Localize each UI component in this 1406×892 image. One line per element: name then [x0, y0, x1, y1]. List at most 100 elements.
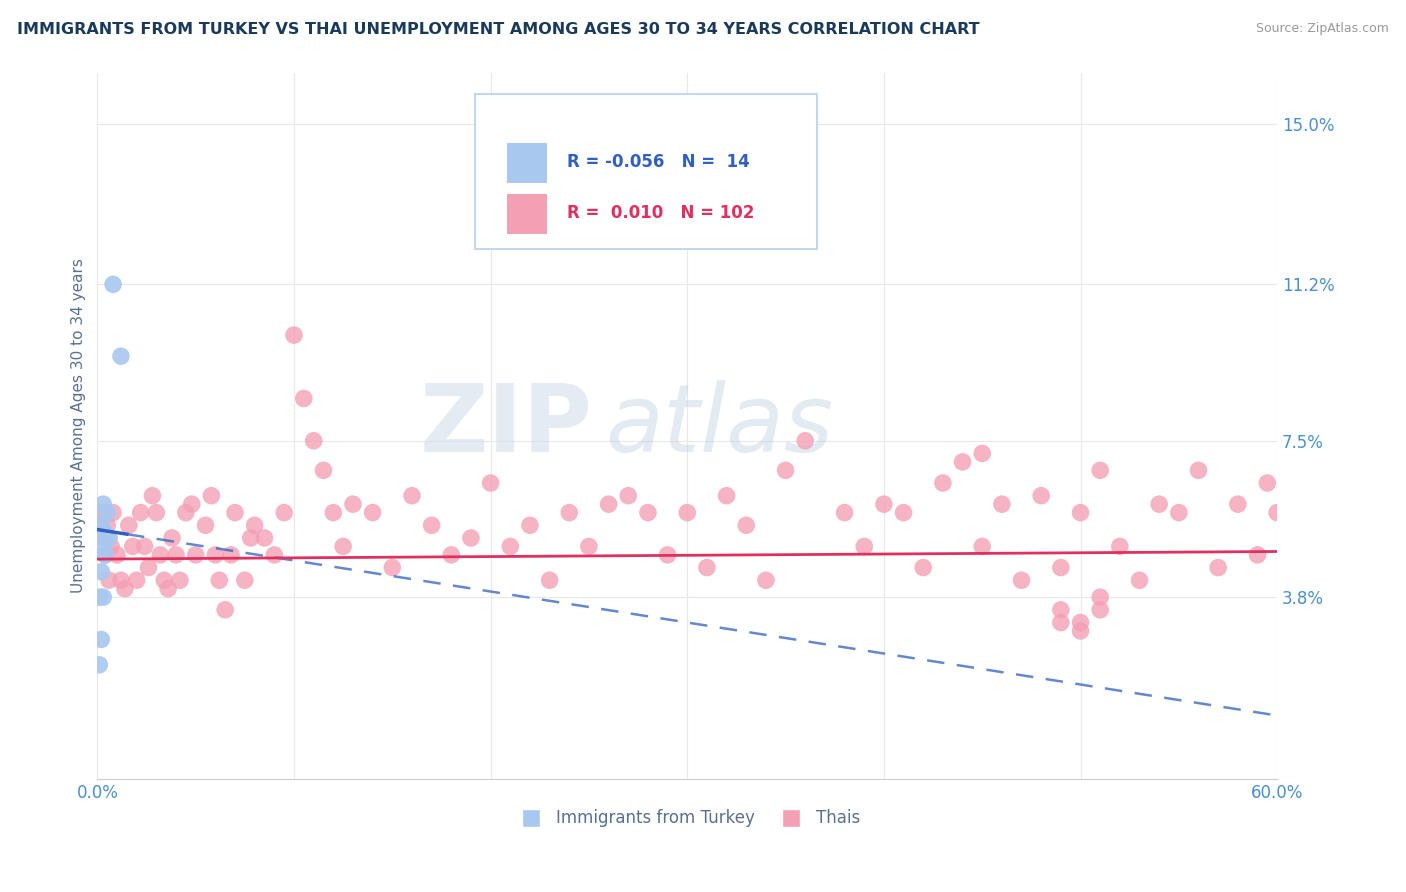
Text: IMMIGRANTS FROM TURKEY VS THAI UNEMPLOYMENT AMONG AGES 30 TO 34 YEARS CORRELATIO: IMMIGRANTS FROM TURKEY VS THAI UNEMPLOYM…: [17, 22, 980, 37]
Point: [129, 506, 152, 520]
Point: [1070, 615, 1092, 630]
Point: [1128, 573, 1150, 587]
Point: [322, 506, 344, 520]
Point: [696, 560, 718, 574]
Point: [165, 548, 187, 562]
Point: [952, 455, 974, 469]
Point: [1050, 560, 1073, 574]
Point: [90, 518, 112, 533]
Point: [1011, 573, 1033, 587]
Point: [873, 497, 896, 511]
Point: [145, 506, 167, 520]
FancyBboxPatch shape: [506, 143, 547, 183]
Point: [96, 506, 118, 520]
Point: [91, 540, 114, 554]
Point: [180, 497, 202, 511]
Point: [578, 540, 600, 554]
Point: [184, 548, 207, 562]
Point: [1088, 590, 1111, 604]
Point: [96, 518, 118, 533]
Legend: Immigrants from Turkey, Thais: Immigrants from Turkey, Thais: [508, 803, 868, 834]
Point: [224, 506, 246, 520]
Point: [302, 434, 325, 448]
Point: [91, 590, 114, 604]
Point: [243, 518, 266, 533]
Point: [1108, 540, 1130, 554]
Point: [194, 518, 217, 533]
Point: [157, 582, 180, 596]
Point: [110, 349, 132, 363]
Point: [598, 497, 620, 511]
Point: [1070, 506, 1092, 520]
Point: [1088, 603, 1111, 617]
Point: [134, 540, 156, 554]
Point: [794, 434, 817, 448]
Point: [125, 573, 148, 587]
Text: R =  0.010   N = 102: R = 0.010 N = 102: [567, 203, 754, 222]
Point: [121, 540, 143, 554]
Point: [735, 518, 758, 533]
Point: [263, 548, 285, 562]
Point: [912, 560, 935, 574]
Point: [283, 328, 305, 343]
Point: [273, 506, 295, 520]
Point: [755, 573, 778, 587]
Point: [105, 548, 128, 562]
Point: [101, 277, 124, 292]
Point: [1050, 603, 1073, 617]
Point: [440, 548, 463, 562]
Y-axis label: Unemployment Among Ages 30 to 34 years: Unemployment Among Ages 30 to 34 years: [72, 259, 86, 593]
Point: [174, 506, 197, 520]
Point: [1088, 463, 1111, 477]
Point: [657, 548, 679, 562]
Point: [90, 506, 112, 520]
Point: [98, 573, 121, 587]
Point: [972, 540, 994, 554]
Point: [90, 565, 112, 579]
FancyBboxPatch shape: [506, 194, 547, 234]
Point: [94, 548, 117, 562]
Point: [138, 560, 160, 574]
Text: Source: ZipAtlas.com: Source: ZipAtlas.com: [1256, 22, 1389, 36]
Point: [253, 531, 276, 545]
Point: [991, 497, 1014, 511]
Point: [200, 489, 222, 503]
Point: [89, 518, 111, 533]
Point: [499, 540, 522, 554]
Point: [149, 548, 172, 562]
Point: [361, 506, 384, 520]
Point: [1167, 506, 1189, 520]
Point: [637, 506, 659, 520]
Point: [1147, 497, 1170, 511]
Point: [932, 475, 955, 490]
Point: [233, 573, 256, 587]
Point: [208, 573, 231, 587]
Text: atlas: atlas: [605, 381, 832, 472]
Point: [1187, 463, 1209, 477]
Point: [1031, 489, 1053, 503]
Point: [1256, 475, 1278, 490]
Point: [538, 573, 561, 587]
Point: [94, 526, 117, 541]
Point: [219, 548, 242, 562]
Point: [834, 506, 856, 520]
Point: [1206, 560, 1229, 574]
Point: [312, 463, 335, 477]
Point: [1050, 615, 1073, 630]
Point: [420, 518, 443, 533]
Point: [91, 497, 114, 511]
Point: [479, 475, 502, 490]
Point: [153, 573, 176, 587]
Point: [160, 531, 183, 545]
Point: [519, 518, 541, 533]
Point: [1070, 624, 1092, 638]
Point: [853, 540, 876, 554]
Point: [118, 518, 141, 533]
Point: [100, 540, 122, 554]
Point: [169, 573, 191, 587]
Point: [101, 506, 124, 520]
Text: R = -0.056   N =  14: R = -0.056 N = 14: [567, 153, 749, 171]
Point: [775, 463, 797, 477]
Point: [91, 531, 114, 545]
Point: [676, 506, 699, 520]
